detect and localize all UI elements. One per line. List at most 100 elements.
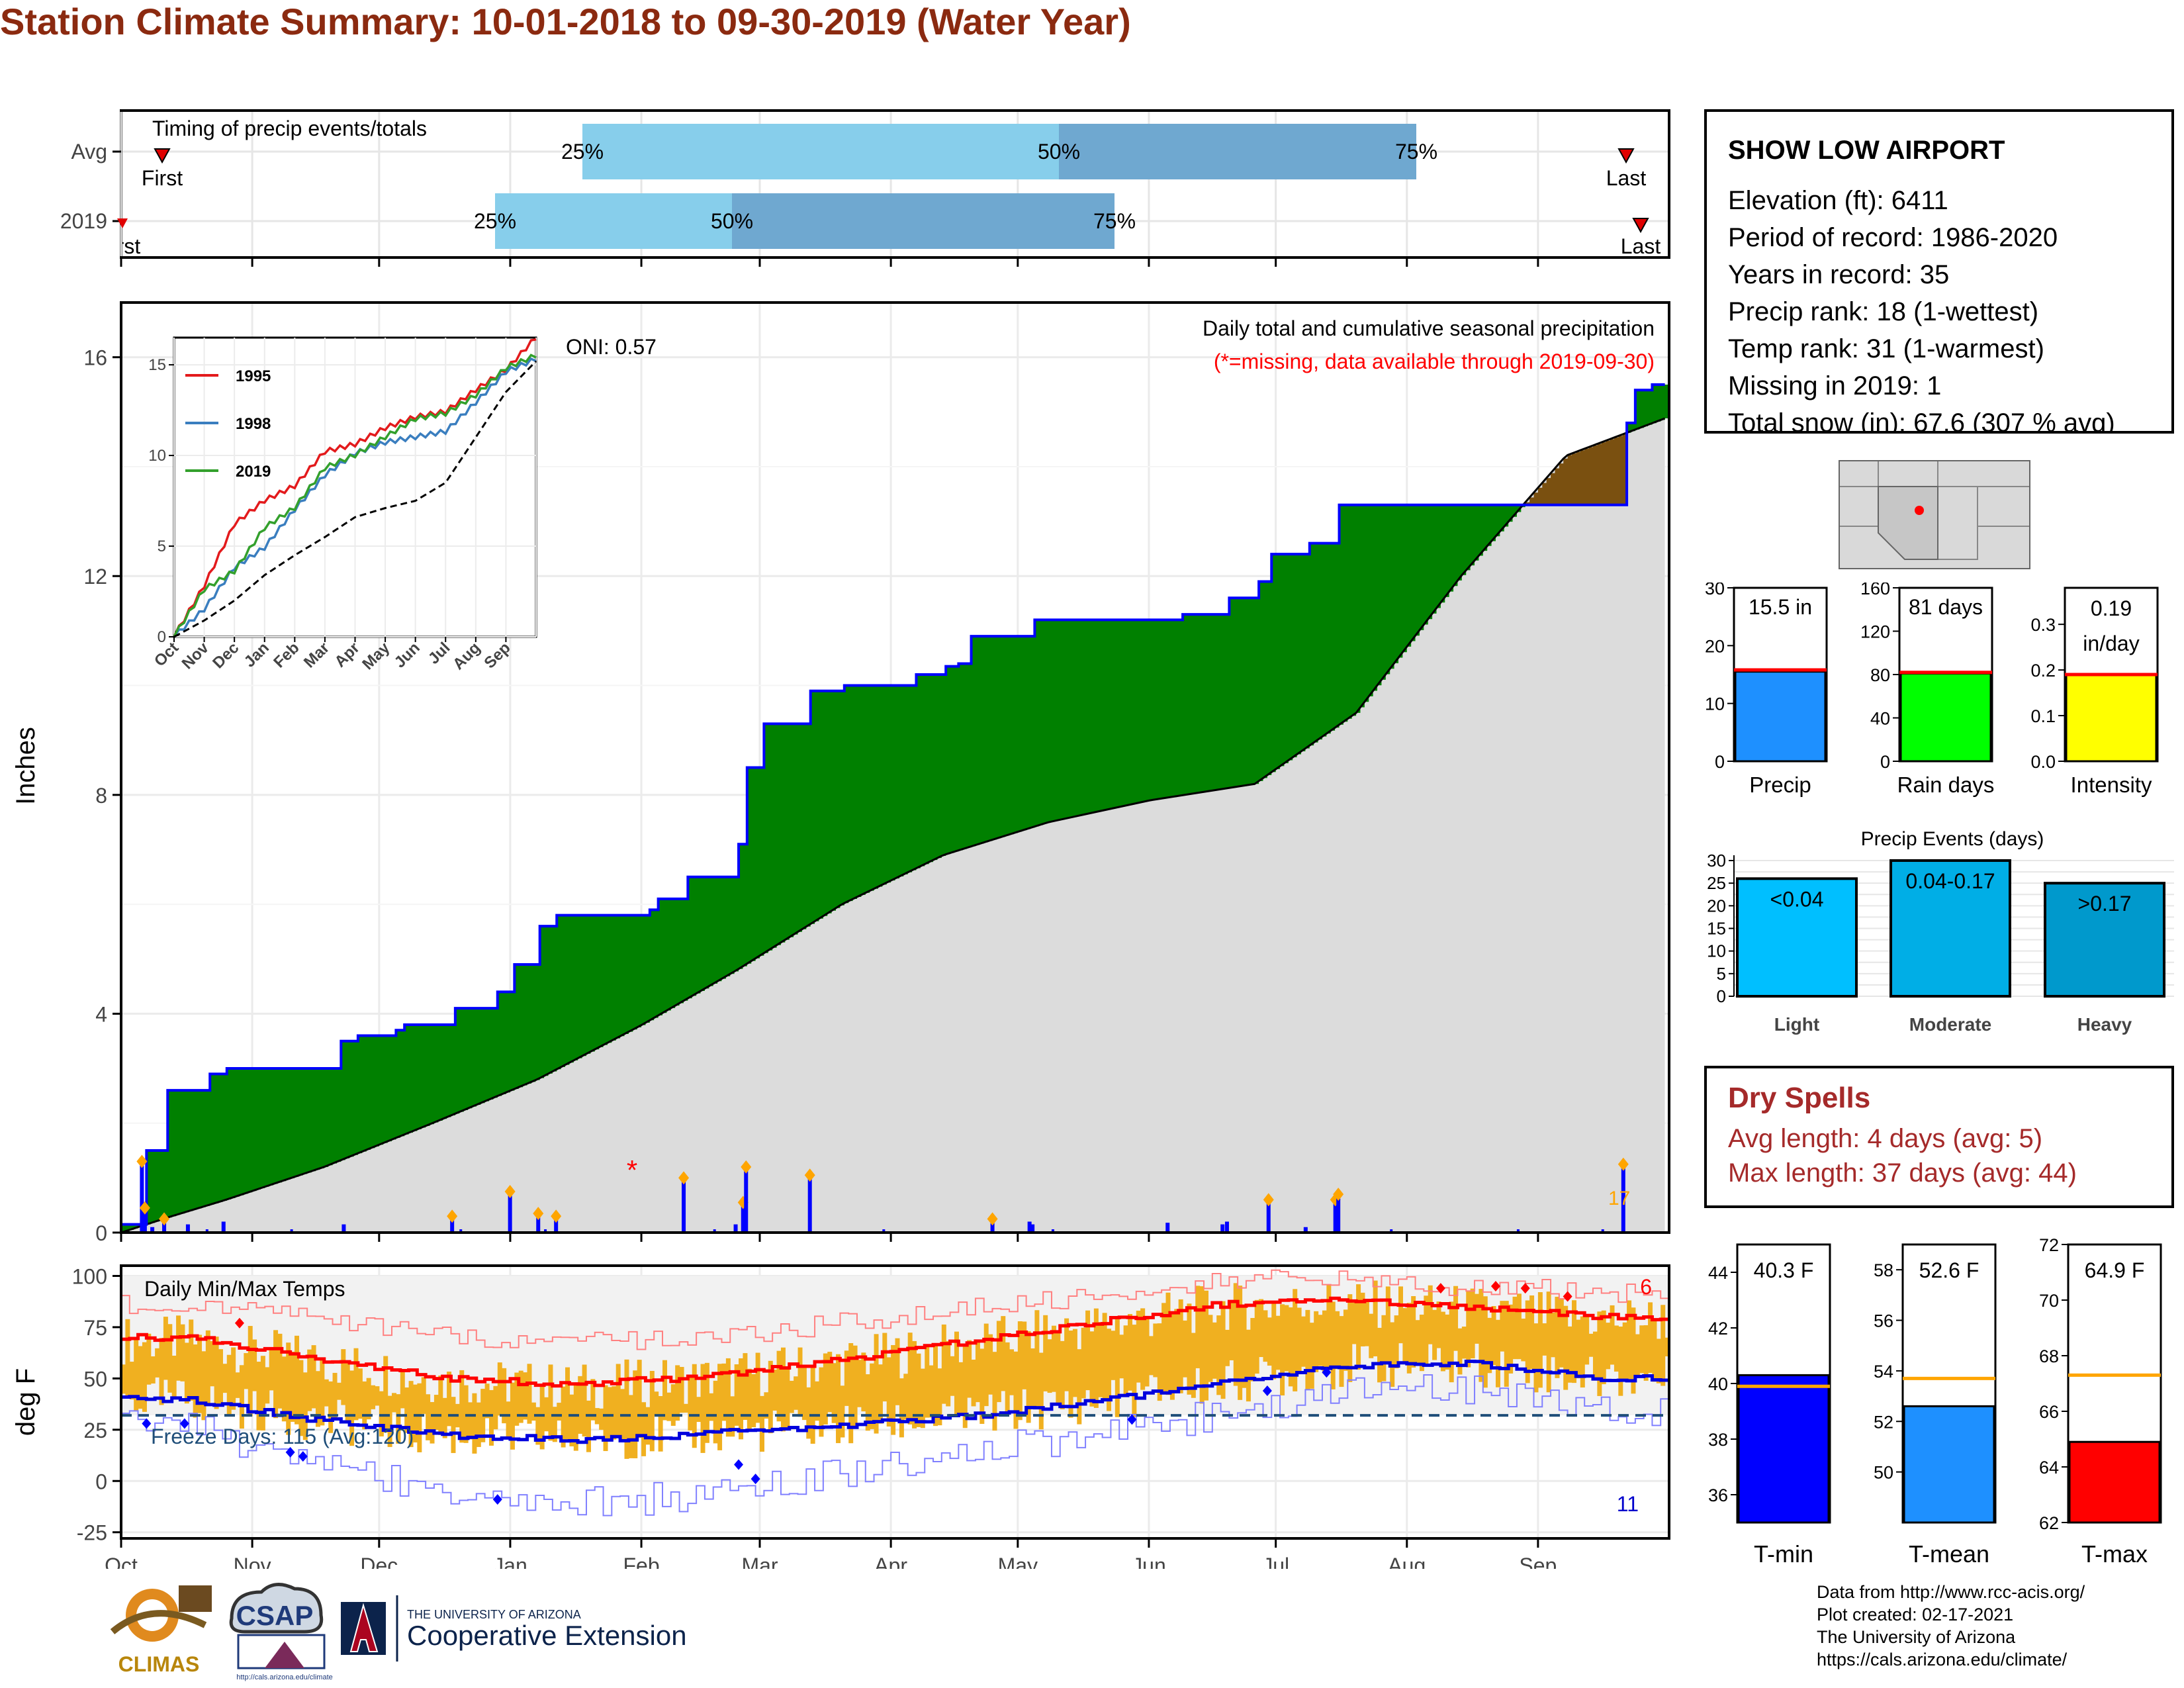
stat-bar-fill xyxy=(1899,672,1992,763)
station-years: Years in record: 35 xyxy=(1728,260,1950,289)
y2019-first-marker xyxy=(117,218,128,228)
daily-temp-bar xyxy=(827,1352,833,1413)
daily-temp-bar xyxy=(539,1385,545,1450)
daily-precip-bar xyxy=(450,1216,455,1233)
daily-precip-bar xyxy=(162,1219,167,1233)
daily-temp-bar xyxy=(797,1347,803,1417)
daily-temp-bar xyxy=(235,1372,240,1398)
inset-ytick: 5 xyxy=(158,538,166,555)
daily-temp-bar xyxy=(603,1385,608,1452)
temp-stat-t-mean: 50 52 54 56 58 52.6 F T-mean xyxy=(1874,1243,1997,1568)
daily-temp-bar xyxy=(332,1372,338,1420)
heavy-day-marker xyxy=(741,1160,752,1174)
stat-ytick: 0.3 xyxy=(2030,615,2056,635)
events-ytick: 10 xyxy=(1707,941,1726,961)
daily-temp-bar xyxy=(1627,1300,1632,1381)
daily-temp-bar xyxy=(806,1387,811,1439)
daily-temp-bar xyxy=(628,1395,633,1458)
daily-temp-bar xyxy=(1034,1310,1040,1407)
daily-temp-bar xyxy=(1174,1309,1179,1393)
month-tick: May xyxy=(998,1554,1038,1569)
timing-chart: Timing of precip events/totals Avg 2019 … xyxy=(60,109,1670,267)
month-tick: Jan xyxy=(493,1554,527,1569)
daily-temp-bar xyxy=(1364,1301,1369,1346)
daily-precip-bar xyxy=(140,1161,144,1233)
daily-temp-bar xyxy=(582,1364,587,1437)
record-high-line xyxy=(121,1269,1669,1350)
daily-temp-bar xyxy=(1051,1325,1056,1392)
daily-temp-bar xyxy=(950,1356,955,1396)
record-low-line xyxy=(121,1374,1669,1517)
daily-temp-bar xyxy=(971,1359,976,1407)
daily-temp-bar xyxy=(1339,1316,1344,1387)
events-ytick: 15 xyxy=(1707,919,1726,939)
daily-temp-bar xyxy=(1212,1322,1217,1379)
heavy-day-marker xyxy=(504,1185,516,1199)
daily-temp-bar xyxy=(916,1353,921,1427)
daily-temp-bar xyxy=(1191,1333,1196,1398)
y2019-q50-q75-bar xyxy=(732,193,1115,249)
month-tick: Jul xyxy=(1262,1554,1289,1569)
daily-temp-bar xyxy=(502,1368,507,1424)
daily-temp-bar xyxy=(256,1362,261,1430)
daily-temp-bar xyxy=(1043,1315,1048,1391)
daily-temp-bar xyxy=(920,1368,925,1429)
daily-temp-bar xyxy=(506,1401,511,1438)
daily-temp-bar xyxy=(1351,1302,1357,1344)
daily-temp-bar xyxy=(1622,1322,1627,1380)
logo-strip: CLIMAS CSAP http://cals.arizona.edu/clim… xyxy=(106,1579,768,1685)
daily-precip-bar xyxy=(1030,1224,1035,1233)
daily-temp-bar xyxy=(1445,1314,1450,1370)
daily-temp-bar xyxy=(679,1366,684,1413)
daily-temp-bar xyxy=(383,1356,388,1433)
temp-stat-ytick: 36 xyxy=(1708,1485,1728,1505)
daily-temp-bar xyxy=(387,1395,392,1447)
daily-temp-bar xyxy=(1009,1349,1015,1395)
daily-temp-bar xyxy=(1567,1326,1572,1383)
temp-stat-ytick: 68 xyxy=(2039,1346,2059,1366)
precip-panel: 0 4 8 12 16 Daily total and cumulative seaso… xyxy=(0,295,1681,1245)
record-low-marker xyxy=(1127,1414,1137,1425)
daily-temp-bar xyxy=(392,1393,396,1413)
heavy-day-marker xyxy=(1617,1157,1629,1171)
events-ytick: 0 xyxy=(1717,986,1726,1006)
hot-count-label: 6 xyxy=(1640,1275,1652,1299)
daily-temp-bar xyxy=(205,1330,210,1405)
daily-temp-bar xyxy=(975,1342,980,1403)
stat-bars: 0 10 20 30 15.5 in Precip 0 40 80 120 160 81 days Ra… xyxy=(1674,579,2184,808)
record-high-marker xyxy=(1520,1283,1530,1294)
daily-temp-bar xyxy=(958,1362,964,1416)
month-tick: Aug xyxy=(1388,1554,1426,1569)
precip-ytick: 16 xyxy=(83,346,107,370)
daily-temp-bar xyxy=(1077,1349,1082,1425)
daily-temp-bar xyxy=(1512,1296,1518,1360)
daily-temp-bar xyxy=(1280,1304,1285,1396)
temp-stat-ytick: 72 xyxy=(2039,1235,2059,1255)
daily-precip-bar xyxy=(1621,1164,1625,1233)
month-tick: Dec xyxy=(360,1554,398,1569)
daily-temp-bar xyxy=(1664,1337,1670,1356)
station-period: Period of record: 1986-2020 xyxy=(1728,223,2058,252)
heavy-day-marker xyxy=(804,1168,815,1182)
daily-temp-bar xyxy=(163,1317,168,1380)
daily-temp-bar xyxy=(1017,1321,1023,1421)
precip-ytick: 0 xyxy=(95,1221,107,1244)
temp-ytick: 0 xyxy=(95,1470,107,1493)
daily-precip-bar xyxy=(341,1224,346,1233)
month-tick: Sep xyxy=(1519,1554,1557,1569)
events-bar-moderate xyxy=(1889,859,2011,998)
daily-temp-bar xyxy=(1250,1318,1255,1382)
station-temp-rank: Temp rank: 31 (1-warmest) xyxy=(1728,334,2044,363)
precip-ytick: 4 xyxy=(95,1002,107,1026)
heavy-day-marker xyxy=(447,1209,458,1223)
stat-bar-fill xyxy=(2065,673,2158,763)
daily-temp-bar xyxy=(1394,1315,1399,1369)
daily-temp-bar xyxy=(307,1349,312,1411)
daily-temp-bar xyxy=(400,1369,405,1409)
daily-temp-bar xyxy=(801,1364,807,1421)
daily-temp-bar xyxy=(1314,1311,1319,1372)
daily-temp-bar xyxy=(1271,1303,1277,1380)
daily-temp-bar xyxy=(269,1349,274,1391)
daily-temp-bar xyxy=(979,1348,985,1425)
daily-temp-bar xyxy=(1085,1310,1091,1391)
